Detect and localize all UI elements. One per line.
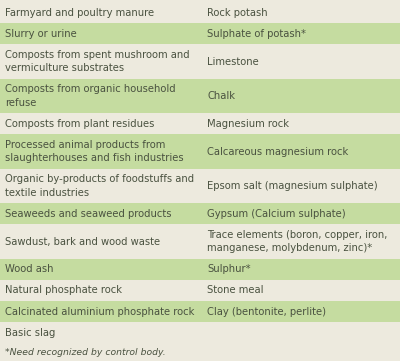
Bar [0,134,400,169]
Text: Farmyard and poultry manure: Farmyard and poultry manure [5,8,154,18]
Text: Slurry or urine: Slurry or urine [5,29,77,39]
Text: Organic by-products of foodstuffs and: Organic by-products of foodstuffs and [5,174,194,184]
Text: vermiculture substrates: vermiculture substrates [5,63,124,73]
Bar [0,2,400,23]
Text: Sulphate of potash*: Sulphate of potash* [207,29,306,39]
Text: Basic slag: Basic slag [5,328,55,338]
Bar [0,169,400,203]
Text: Clay (bentonite, perlite): Clay (bentonite, perlite) [207,307,326,317]
Bar [0,301,400,322]
Text: Natural phosphate rock: Natural phosphate rock [5,286,122,296]
Text: Magnesium rock: Magnesium rock [207,119,289,129]
Text: Limestone: Limestone [207,57,259,66]
Text: Composts from organic household: Composts from organic household [5,84,176,94]
Text: Wood ash: Wood ash [5,264,54,274]
Text: manganese, molybdenum, zinc)*: manganese, molybdenum, zinc)* [207,243,372,253]
Text: Gypsum (Calcium sulphate): Gypsum (Calcium sulphate) [207,209,346,219]
Text: Stone meal: Stone meal [207,286,264,296]
Text: *Need recognized by control body.: *Need recognized by control body. [5,348,166,357]
Text: Trace elements (boron, copper, iron,: Trace elements (boron, copper, iron, [207,230,387,240]
Bar [0,113,400,134]
Bar [0,23,400,44]
Text: Composts from spent mushroom and: Composts from spent mushroom and [5,50,190,60]
Bar [0,224,400,259]
Text: Calcareous magnesium rock: Calcareous magnesium rock [207,147,348,157]
Bar [0,203,400,224]
Bar [0,259,400,280]
Text: slaughterhouses and fish industries: slaughterhouses and fish industries [5,153,184,163]
Text: Composts from plant residues: Composts from plant residues [5,119,154,129]
Text: Calcinated aluminium phosphate rock: Calcinated aluminium phosphate rock [5,307,194,317]
Text: Sulphur*: Sulphur* [207,264,251,274]
Bar [0,322,400,344]
Text: Chalk: Chalk [207,91,235,101]
Text: refuse: refuse [5,97,36,108]
Bar [0,79,400,113]
Bar [0,280,400,301]
Text: Processed animal products from: Processed animal products from [5,140,165,150]
Text: Seaweeds and seaweed products: Seaweeds and seaweed products [5,209,172,219]
Text: textile industries: textile industries [5,187,89,197]
Text: Epsom salt (magnesium sulphate): Epsom salt (magnesium sulphate) [207,181,378,191]
Bar [0,44,400,79]
Text: Sawdust, bark and wood waste: Sawdust, bark and wood waste [5,236,160,247]
Text: Rock potash: Rock potash [207,8,268,18]
